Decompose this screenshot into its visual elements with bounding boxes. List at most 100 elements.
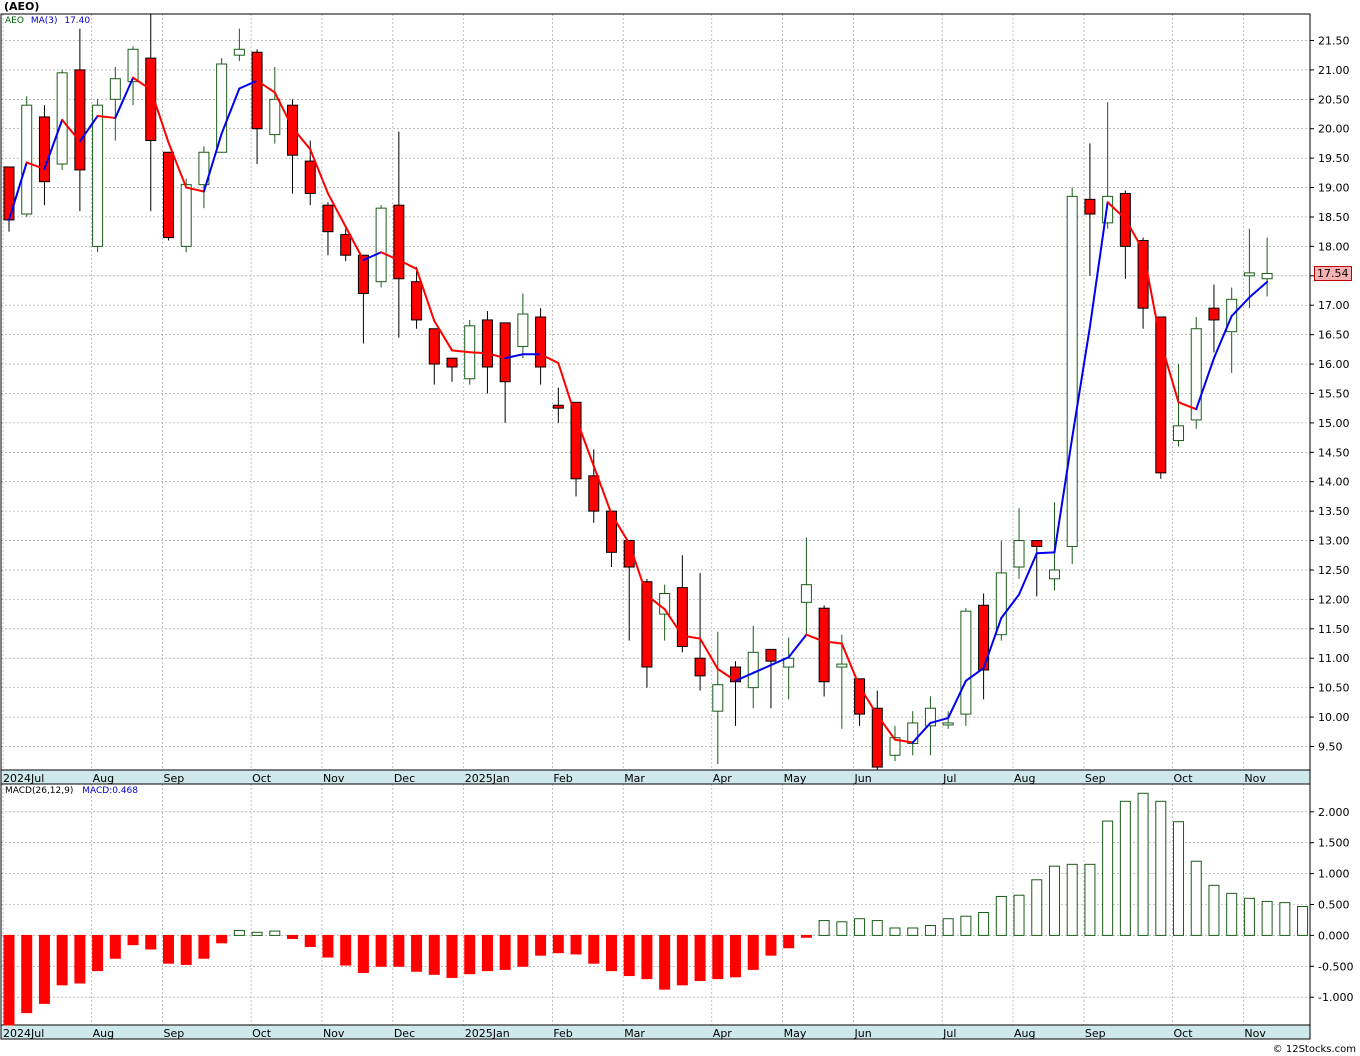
macd-tick-label: 0.500 xyxy=(1318,899,1350,912)
macd-bar xyxy=(464,934,476,975)
ma-segment xyxy=(78,114,99,143)
macd-bar xyxy=(783,934,795,949)
ma-segment xyxy=(769,656,790,667)
ma-segment xyxy=(273,91,294,129)
x-tick-label-top: Mar xyxy=(624,772,645,785)
candle-body xyxy=(393,204,405,280)
ma-segment xyxy=(43,118,64,170)
ma-segment xyxy=(645,594,666,611)
candle-body xyxy=(641,581,653,668)
macd-bar xyxy=(836,921,848,936)
legend-symbol: AEO xyxy=(5,16,24,26)
ma-segment xyxy=(61,118,81,143)
ma-segment xyxy=(149,88,170,144)
candle-body xyxy=(56,72,68,165)
x-tick-label-top: Dec xyxy=(394,772,415,785)
macd-bar xyxy=(109,934,121,959)
macd-tick-label: 2.000 xyxy=(1318,806,1350,819)
x-tick-label-top: Aug xyxy=(93,772,114,785)
price-tick-label: 15.50 xyxy=(1318,387,1350,400)
ma-segment xyxy=(592,465,613,516)
price-tick-label: 12.50 xyxy=(1318,564,1350,577)
x-tick-label-bottom: 2025Jan xyxy=(465,1027,510,1040)
candle-body xyxy=(481,319,493,368)
x-tick-label-bottom: May xyxy=(784,1027,807,1040)
macd-bar xyxy=(251,931,263,936)
macd-legend-label: MACD(26,12,9) xyxy=(5,786,74,796)
ma-segment xyxy=(1177,401,1198,411)
ma-segment xyxy=(1195,357,1215,411)
candle-body xyxy=(765,648,777,662)
macd-bar xyxy=(198,934,210,959)
ma-segment xyxy=(911,721,932,744)
macd-bar xyxy=(924,925,936,936)
ma-segment xyxy=(504,353,524,360)
x-tick-label-bottom: Sep xyxy=(163,1027,184,1040)
candle-body xyxy=(1155,316,1167,474)
macd-bar xyxy=(1119,800,1131,936)
ma-segment xyxy=(1142,249,1162,344)
candle-body xyxy=(676,587,688,647)
macd-bar xyxy=(1048,865,1060,936)
candle-body xyxy=(978,604,990,671)
x-tick-label-bottom: Aug xyxy=(1014,1027,1035,1040)
macd-bar xyxy=(304,934,316,948)
price-tick-label: 20.00 xyxy=(1318,123,1350,136)
copyright-text: © 12Stocks.com xyxy=(1272,1044,1356,1055)
price-tick-label: 17.00 xyxy=(1318,299,1350,312)
candle-body xyxy=(924,707,936,727)
candle-body xyxy=(1066,195,1078,547)
candle-body xyxy=(1102,195,1114,224)
candle-body xyxy=(1261,272,1273,280)
ma-segment xyxy=(433,319,453,352)
ma-segment xyxy=(787,633,808,659)
candle-body xyxy=(1208,307,1220,321)
x-tick-label-bottom: Jul xyxy=(942,1027,956,1040)
candle-body xyxy=(1084,198,1096,215)
candle-body xyxy=(960,610,972,715)
macd-bar xyxy=(393,934,405,967)
macd-bar xyxy=(659,934,671,990)
x-tick-label-bottom: Oct xyxy=(252,1027,272,1040)
x-tick-label-top: Sep xyxy=(1085,772,1106,785)
macd-tick-label: -0.500 xyxy=(1318,960,1353,973)
macd-bar xyxy=(481,934,493,972)
macd-bar xyxy=(1155,800,1167,936)
candle-body xyxy=(570,401,582,480)
ma-segment xyxy=(380,251,400,262)
macd-bar xyxy=(623,934,635,977)
ma-segment xyxy=(1000,593,1021,620)
macd-bar xyxy=(127,934,139,946)
ma-segment xyxy=(1035,551,1056,555)
candle-body xyxy=(517,313,529,347)
x-tick-label-bottom: Dec xyxy=(394,1027,415,1040)
macd-bar xyxy=(1190,860,1202,936)
macd-bar xyxy=(145,934,157,950)
macd-bar xyxy=(1261,900,1273,936)
candle-body xyxy=(659,593,671,615)
ma-segment xyxy=(114,76,135,119)
grid-lines xyxy=(1,14,1310,1025)
ma-segment xyxy=(1124,217,1145,252)
ma-segment xyxy=(1248,280,1269,299)
ma-segment xyxy=(610,513,631,545)
macd-bar xyxy=(357,934,369,973)
price-tick-label: 12.00 xyxy=(1318,593,1350,606)
candle-body xyxy=(1031,540,1043,547)
macd-bar xyxy=(517,934,529,967)
candle-body xyxy=(216,63,228,153)
candle-body xyxy=(1173,425,1185,442)
candle-body xyxy=(535,316,547,368)
candle-body xyxy=(233,48,245,56)
candle-body xyxy=(446,357,458,368)
x-tick-label-top: 2024Jul xyxy=(3,772,44,785)
ma-segment xyxy=(291,126,312,151)
ma-segment xyxy=(415,267,436,322)
ma-segment xyxy=(96,114,117,119)
x-tick-label-bottom: Nov xyxy=(1244,1027,1266,1040)
macd-tick-label: 1.500 xyxy=(1318,837,1350,850)
macd-bar xyxy=(535,934,547,956)
candle-body xyxy=(428,328,440,365)
ma-segment xyxy=(557,362,578,419)
price-tick-label: 13.00 xyxy=(1318,535,1350,548)
